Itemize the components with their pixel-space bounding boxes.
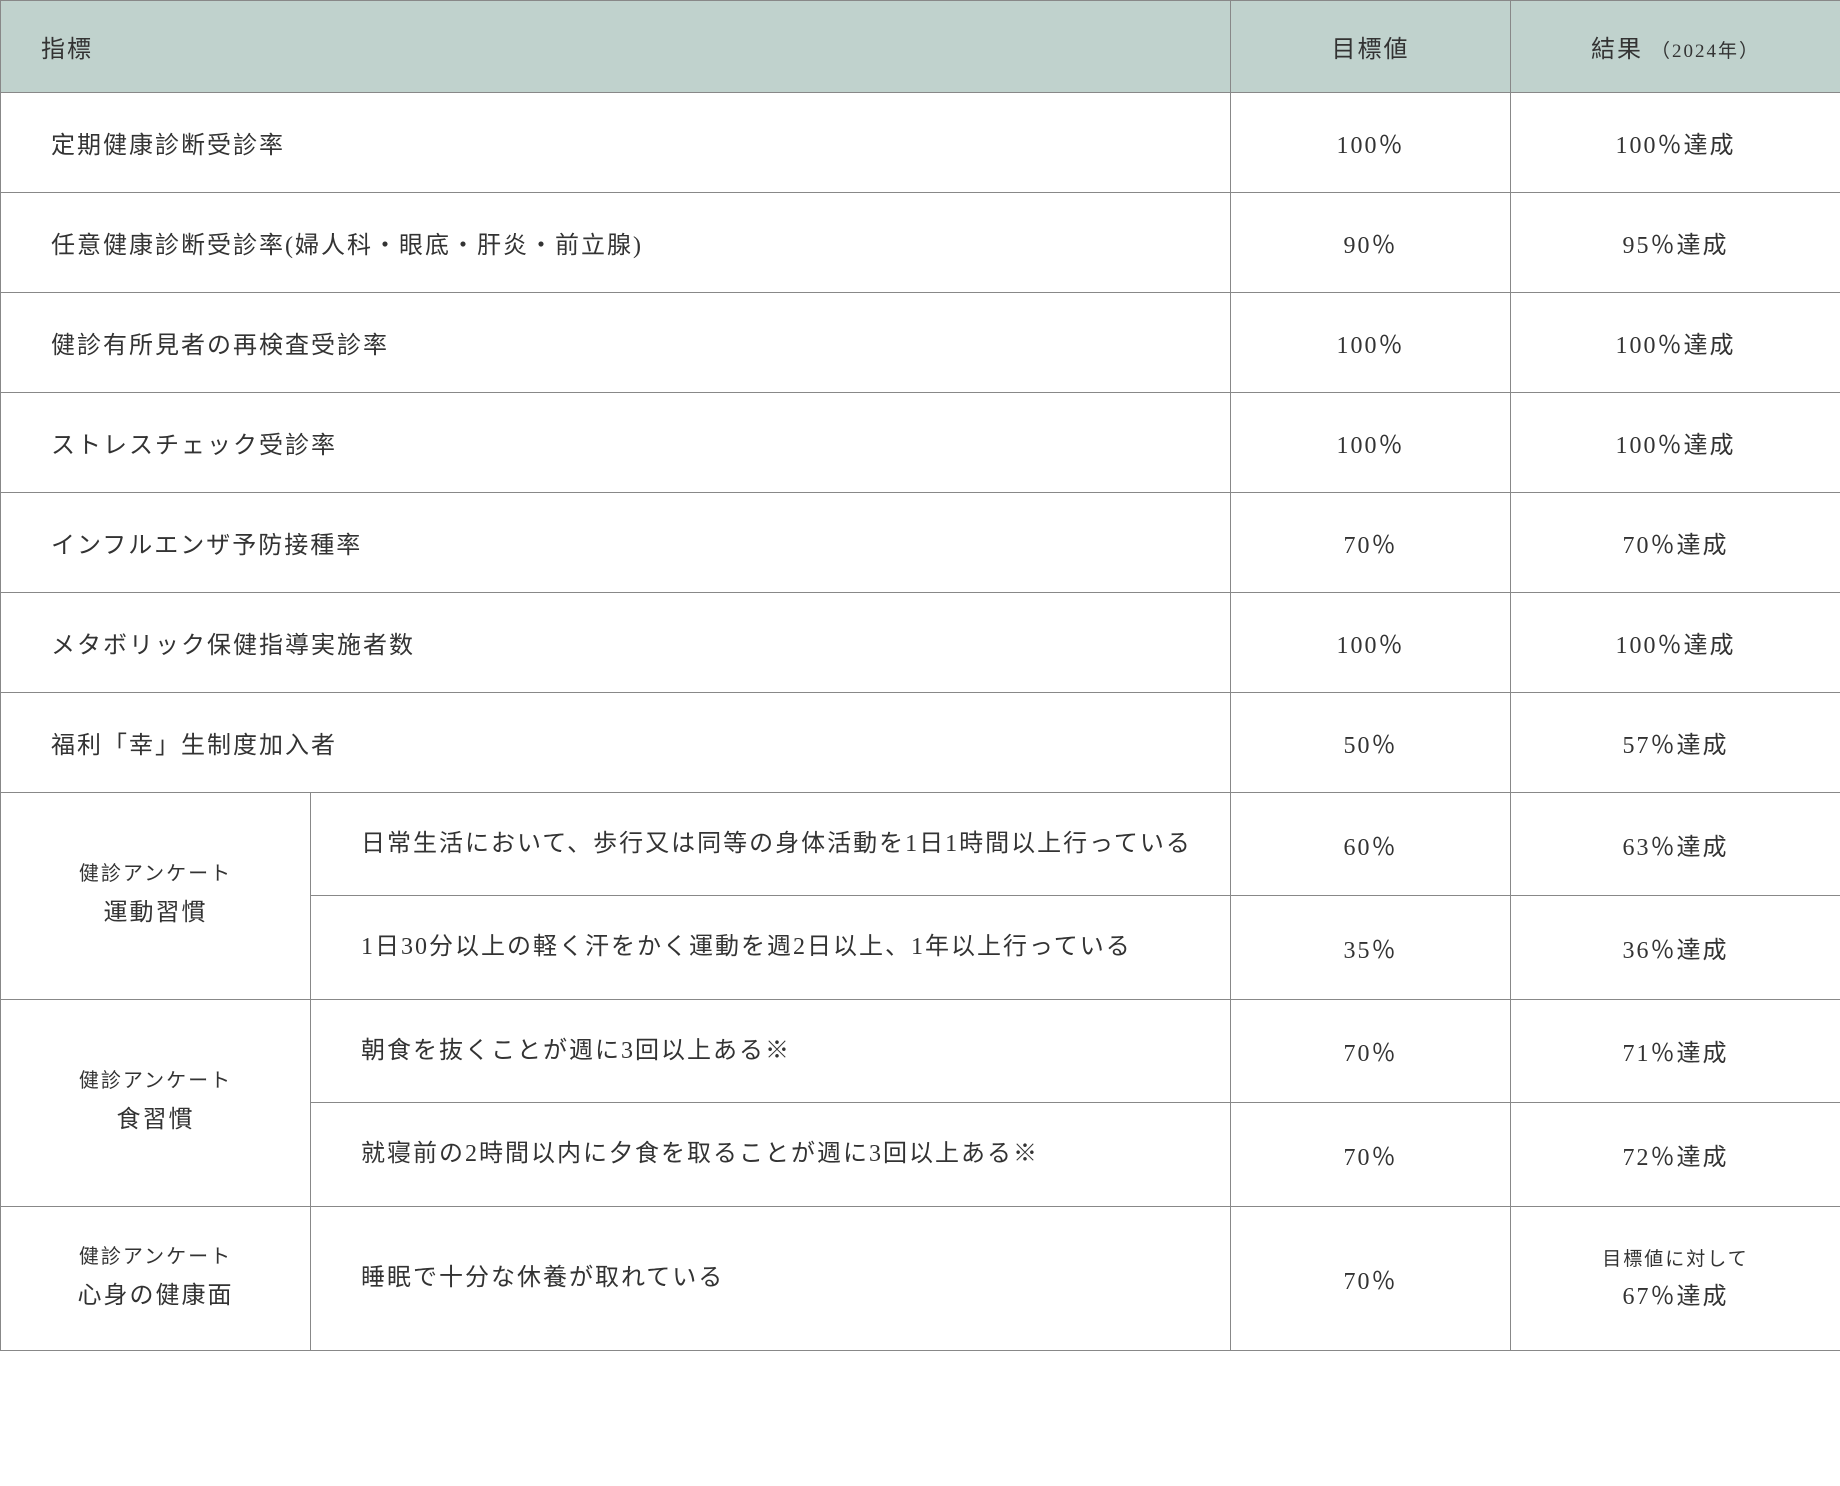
table-header-row: 指標 目標値 結果 （2024年） xyxy=(1,1,1840,93)
table-row: ストレスチェック受診率 100％ 100％達成 xyxy=(1,393,1840,493)
table-row: インフルエンザ予防接種率 70％ 70％達成 xyxy=(1,493,1840,593)
cell-result: 100％達成 xyxy=(1511,593,1840,693)
cell-result: 100％達成 xyxy=(1511,93,1840,193)
cell-target: 100％ xyxy=(1231,593,1511,693)
cell-result: 71％達成 xyxy=(1511,999,1840,1102)
cell-indicator: インフルエンザ予防接種率 xyxy=(1,493,1231,593)
cell-sub-indicator: 日常生活において、歩行又は同等の身体活動を1日1時間以上行っている xyxy=(311,793,1231,896)
cell-target: 70％ xyxy=(1231,999,1511,1102)
result-small-label: 目標値に対して xyxy=(1531,1245,1820,1275)
table-row: 任意健康診断受診率(婦人科・眼底・肝炎・前立腺) 90％ 95％達成 xyxy=(1,193,1840,293)
group-large-label: 運動習慣 xyxy=(21,892,290,935)
group-small-label: 健診アンケート xyxy=(21,856,290,892)
header-target: 目標値 xyxy=(1231,1,1511,93)
header-result: 結果 （2024年） xyxy=(1511,1,1840,93)
cell-indicator: ストレスチェック受診率 xyxy=(1,393,1231,493)
cell-result: 36％達成 xyxy=(1511,896,1840,999)
group-large-label: 食習慣 xyxy=(21,1099,290,1142)
cell-target: 60％ xyxy=(1231,793,1511,896)
cell-indicator: 健診有所見者の再検査受診率 xyxy=(1,293,1231,393)
cell-result: 目標値に対して 67％達成 xyxy=(1511,1206,1840,1350)
group-label-mental: 健診アンケート 心身の健康面 xyxy=(1,1206,311,1350)
cell-target: 50％ xyxy=(1231,693,1511,793)
cell-target: 100％ xyxy=(1231,293,1511,393)
cell-result: 63％達成 xyxy=(1511,793,1840,896)
table-row: 定期健康診断受診率 100％ 100％達成 xyxy=(1,93,1840,193)
cell-sub-indicator: 就寝前の2時間以内に夕食を取ることが週に3回以上ある※ xyxy=(311,1103,1231,1206)
header-result-label: 結果 xyxy=(1591,37,1643,63)
cell-indicator: 定期健康診断受診率 xyxy=(1,93,1231,193)
cell-sub-indicator: 睡眠で十分な休養が取れている xyxy=(311,1206,1231,1350)
table-row: 健診アンケート 食習慣 朝食を抜くことが週に3回以上ある※ 70％ 71％達成 xyxy=(1,999,1840,1102)
cell-indicator: 福利「幸」生制度加入者 xyxy=(1,693,1231,793)
header-indicator: 指標 xyxy=(1,1,1231,93)
result-large-label: 67％達成 xyxy=(1531,1276,1820,1311)
table-row: 福利「幸」生制度加入者 50％ 57％達成 xyxy=(1,693,1840,793)
table-row: 健診有所見者の再検査受診率 100％ 100％達成 xyxy=(1,293,1840,393)
cell-target: 70％ xyxy=(1231,493,1511,593)
table-row: メタボリック保健指導実施者数 100％ 100％達成 xyxy=(1,593,1840,693)
group-label-exercise: 健診アンケート 運動習慣 xyxy=(1,793,311,1000)
cell-target: 100％ xyxy=(1231,93,1511,193)
cell-target: 70％ xyxy=(1231,1206,1511,1350)
cell-target: 70％ xyxy=(1231,1103,1511,1206)
group-small-label: 健診アンケート xyxy=(21,1063,290,1099)
cell-result: 100％達成 xyxy=(1511,393,1840,493)
cell-target: 100％ xyxy=(1231,393,1511,493)
group-small-label: 健診アンケート xyxy=(21,1239,290,1275)
cell-indicator: 任意健康診断受診率(婦人科・眼底・肝炎・前立腺) xyxy=(1,193,1231,293)
cell-result: 95％達成 xyxy=(1511,193,1840,293)
cell-sub-indicator: 朝食を抜くことが週に3回以上ある※ xyxy=(311,999,1231,1102)
cell-target: 35％ xyxy=(1231,896,1511,999)
cell-indicator: メタボリック保健指導実施者数 xyxy=(1,593,1231,693)
cell-target: 90％ xyxy=(1231,193,1511,293)
header-result-sub: （2024年） xyxy=(1651,41,1760,62)
table-row: 健診アンケート 心身の健康面 睡眠で十分な休養が取れている 70％ 目標値に対し… xyxy=(1,1206,1840,1350)
cell-result: 72％達成 xyxy=(1511,1103,1840,1206)
group-large-label: 心身の健康面 xyxy=(21,1275,290,1318)
cell-sub-indicator: 1日30分以上の軽く汗をかく運動を週2日以上、1年以上行っている xyxy=(311,896,1231,999)
header-indicator-label: 指標 xyxy=(41,37,93,63)
health-indicators-table: 指標 目標値 結果 （2024年） 定期健康診断受診率 100％ 100％達成 … xyxy=(0,0,1840,1351)
cell-result: 57％達成 xyxy=(1511,693,1840,793)
header-target-label: 目標値 xyxy=(1332,37,1410,63)
cell-result: 70％達成 xyxy=(1511,493,1840,593)
table-row: 健診アンケート 運動習慣 日常生活において、歩行又は同等の身体活動を1日1時間以… xyxy=(1,793,1840,896)
cell-result: 100％達成 xyxy=(1511,293,1840,393)
group-label-diet: 健診アンケート 食習慣 xyxy=(1,999,311,1206)
